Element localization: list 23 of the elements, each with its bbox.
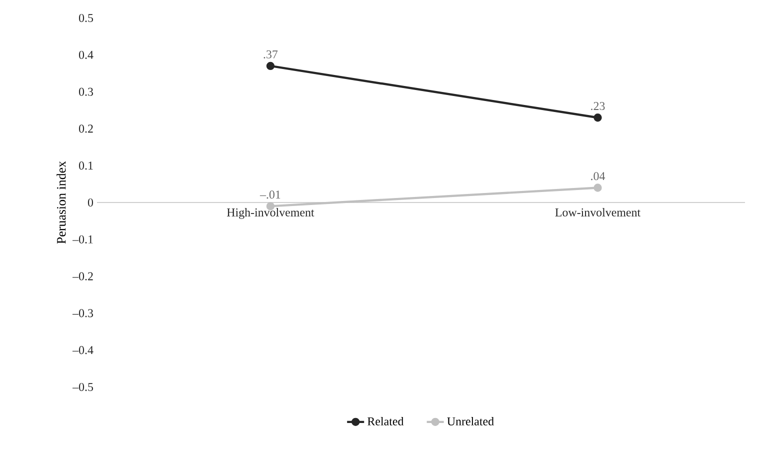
y-tick-label: –0.2 bbox=[72, 272, 93, 280]
y-tick-label: –0.3 bbox=[72, 309, 94, 318]
y-tick-label: 0.4 bbox=[78, 50, 94, 59]
y-tick-label: 0.3 bbox=[78, 88, 94, 96]
point bbox=[594, 184, 602, 192]
data-label: .23 bbox=[591, 102, 605, 110]
y-tick-label: 0.2 bbox=[78, 124, 93, 133]
data-label: .37 bbox=[264, 50, 278, 58]
y-tick-label: 0.5 bbox=[78, 14, 94, 22]
data-label: –.01 bbox=[260, 190, 280, 199]
y-tick-label: –0.4 bbox=[72, 346, 94, 354]
y-tick-label: 0.1 bbox=[78, 162, 93, 170]
legend-label: Unrelated bbox=[447, 417, 494, 426]
y-axis-title: Peruasion index bbox=[56, 161, 66, 244]
point bbox=[266, 62, 275, 70]
point bbox=[594, 114, 602, 122]
y-tick-label: 0 bbox=[88, 198, 94, 207]
x-tick-label: High-involvement bbox=[226, 208, 314, 219]
y-tick-label: –0.5 bbox=[72, 382, 94, 392]
y-tick-label: –0.1 bbox=[72, 235, 93, 244]
x-tick-label: Low-involvement bbox=[555, 208, 640, 216]
legend-label: Related bbox=[368, 417, 404, 426]
data-label: .04 bbox=[591, 172, 606, 180]
